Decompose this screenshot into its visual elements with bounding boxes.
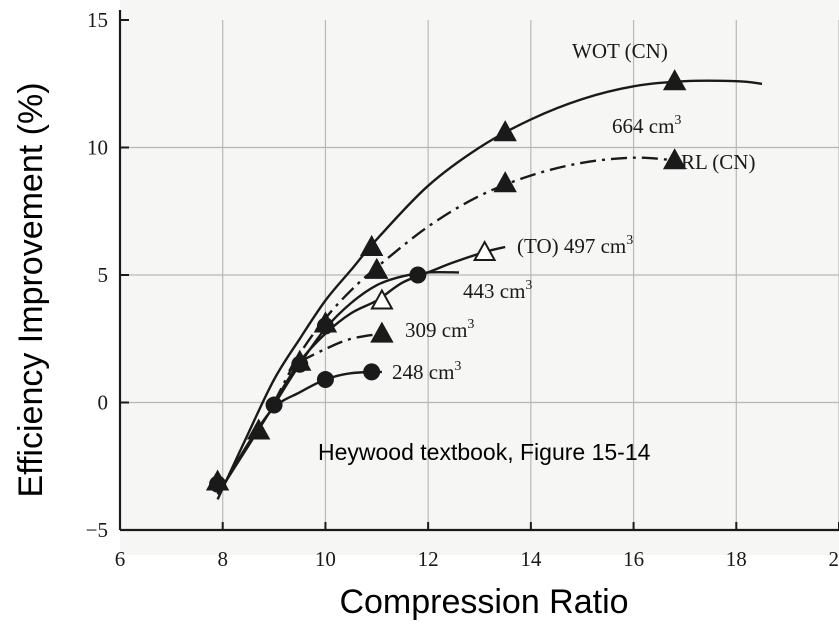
markers: [205, 69, 687, 493]
data-point: [370, 288, 394, 310]
series-line: [221, 370, 382, 488]
scan-background: [120, 0, 839, 555]
data-point: [493, 171, 517, 193]
series-label-248: 248 cm3: [392, 359, 461, 384]
data-point: [472, 239, 497, 262]
x-tick-label: 10: [315, 547, 336, 571]
series-label-309: 309 cm3: [405, 317, 474, 342]
axes: 6 8 10 12 14 16 18 20 −5 0 5 10 15: [86, 8, 839, 571]
data-point: [359, 234, 384, 256]
data-point: [370, 321, 394, 343]
data-point: [662, 69, 687, 91]
y-axis-title: Efficiency Improvement (%): [12, 82, 50, 497]
y-tick-label: 10: [87, 136, 108, 160]
series-label-rl: RL (CN): [681, 150, 755, 174]
x-tick-label: 8: [217, 547, 228, 571]
series-label-664: 664 cm3: [612, 113, 681, 138]
data-point: [265, 396, 283, 414]
data-point: [316, 317, 334, 335]
x-tick-label: 16: [623, 547, 644, 571]
data-point: [291, 355, 309, 373]
figure-source-note: Heywood textbook, Figure 15-14: [318, 439, 651, 465]
series-label-to-497: (TO) 497 cm3: [517, 233, 633, 258]
data-point: [365, 257, 389, 279]
series-line: [216, 79, 763, 500]
data-point: [316, 371, 334, 389]
x-tick-label: 6: [115, 547, 126, 571]
x-axis-title: Compression Ratio: [339, 583, 628, 621]
series-line: [299, 332, 383, 363]
y-tick-label: −5: [86, 518, 108, 542]
data-point: [209, 475, 227, 493]
series-label-wot: WOT (CN): [572, 39, 668, 63]
y-tick-label: 15: [87, 8, 108, 32]
x-tick-label: 18: [726, 547, 747, 571]
x-tick-label: 14: [520, 547, 542, 571]
x-tick-label: 12: [418, 547, 439, 571]
data-point: [409, 266, 427, 284]
y-tick-label: 5: [98, 263, 109, 287]
x-tick-label: 20: [829, 547, 839, 571]
data-point: [662, 148, 687, 170]
data-point: [363, 363, 381, 381]
data-point: [493, 120, 517, 142]
data-point: [246, 418, 271, 440]
series-label-443: 443 cm3: [463, 278, 532, 303]
y-tick-label: 0: [98, 391, 109, 415]
